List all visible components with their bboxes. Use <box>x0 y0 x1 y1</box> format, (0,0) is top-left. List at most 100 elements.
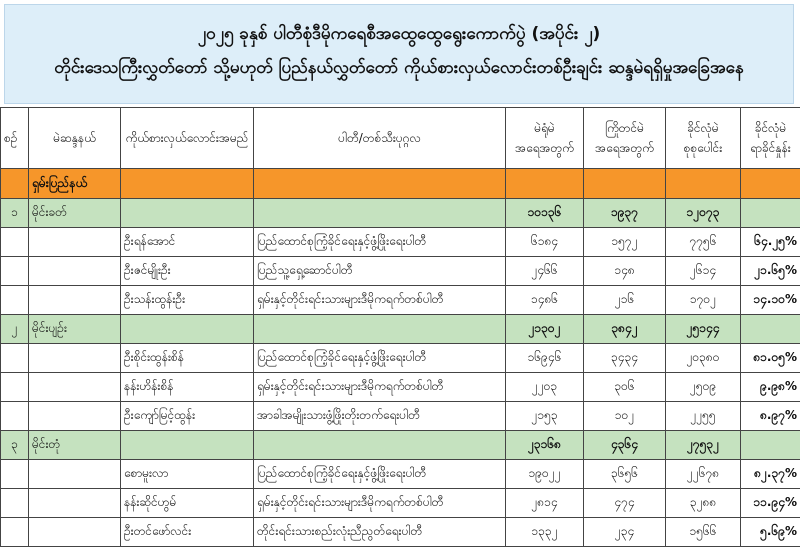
header-no: စဉ် <box>0 107 29 169</box>
empty-cell <box>253 198 506 228</box>
constituency-row: ၃မိုင်းတုံ ၂၃၁၆၈ ၄၃၆၄ ၂၇၅၃၂ <box>0 430 800 460</box>
candidate-row: နန်းဟိန်းစိန် ရှမ်းနှင့်တိုင်းရင်းသားများ… <box>0 372 800 402</box>
constituency-name: မိုင်းခတ် <box>28 198 121 228</box>
candidate-booth-votes: ၁၉၀၂၂ <box>505 459 584 489</box>
title-line-1: ၂၀၂၅ ခုနှစ် ပါတီစုံဒီမိုကရေစီအထွေထွေရွေး… <box>197 24 601 44</box>
empty-cell <box>0 459 29 489</box>
candidate-valid-total: ၂၂၆၇၈ <box>665 459 741 489</box>
candidate-valid-total: ၂၅၀၉ <box>665 372 741 402</box>
candidate-advance-votes: ၁၅၇၂ <box>583 227 666 257</box>
header-valid-percent: ခိုင်လုံမဲ ရာခိုင်နှုန်း <box>740 107 800 169</box>
candidate-name: စောမူးလာ <box>120 459 254 489</box>
candidate-valid-total: ၇၇၅၆ <box>665 227 741 257</box>
candidate-valid-total: ၃၂၈၈ <box>665 488 741 518</box>
header-valid-total: ခိုင်လုံမဲ စုစုပေါင်း <box>665 107 741 169</box>
empty-cell <box>0 343 29 373</box>
candidate-valid-percent: ၂၁.၆၅% <box>740 256 800 286</box>
constituency-row: ၂မိုင်းပျဉ်း ၂၁၃၀၂ ၃၈၄၂ ၂၅၁၄၄ <box>0 314 800 344</box>
empty-cell <box>28 343 121 373</box>
empty-cell <box>0 285 29 315</box>
candidate-party: ပြည်သူ့ရှေ့ဆောင်ပါတီ <box>253 256 506 286</box>
candidate-advance-votes: ၄၇၄ <box>583 488 666 518</box>
constituency-advance-votes: ၃၈၄၂ <box>583 314 666 344</box>
candidate-name: ဦးသန်းထွန်းဦး <box>120 285 254 315</box>
empty-cell <box>28 517 121 547</box>
empty-cell <box>0 488 29 518</box>
candidate-row: ဦးကျော်မြင့်ထွန်း အာခါအမျိုးသားဖွံ့ဖြိုးတ… <box>0 401 800 431</box>
candidate-row: ဦးဇင်မျိုးဦး ပြည်သူ့ရှေ့ဆောင်ပါတီ ၂၄၆၆ ၁၄၈၂… <box>0 256 800 286</box>
candidate-party: ရှမ်းနှင့်တိုင်းရင်းသားများဒီမိုကရက်တစ်ပ… <box>253 488 506 518</box>
candidate-valid-total: ၁၅၆၆ <box>665 517 741 547</box>
empty-cell <box>28 285 121 315</box>
candidate-party: အာခါအမျိုးသားဖွံ့ဖြိုးတိုးတက်ရေးပါတီ <box>253 401 506 431</box>
empty-cell <box>740 314 800 344</box>
candidate-advance-votes: ၁၀၂ <box>583 401 666 431</box>
constituency-row: ၁မိုင်းခတ် ၁၀၁၃၆ ၁၉၃၇ ၁၂၀၇၃ <box>0 198 800 228</box>
header-party: ပါတီ/တစ်သီးပုဂ္ဂလ <box>253 107 506 169</box>
empty-cell <box>28 459 121 489</box>
candidate-booth-votes: ၁၆၉၄၆ <box>505 343 584 373</box>
candidate-name: ဦးတင်ဖော်လင်း <box>120 517 254 547</box>
candidate-booth-votes: ၁၃၃၂ <box>505 517 584 547</box>
header-row: စဉ် မဲဆန္ဒနယ် ကိုယ်စားလှယ်လောင်းအမည် ပါတ… <box>0 107 800 169</box>
empty-cell <box>253 430 506 460</box>
candidate-name: ဦးရန်အောင် <box>120 227 254 257</box>
candidate-name: နန်းဆိုင်ဟွမ် <box>120 488 254 518</box>
header-candidate: ကိုယ်စားလှယ်လောင်းအမည် <box>120 107 254 169</box>
candidate-booth-votes: ၂၁၅၃ <box>505 401 584 431</box>
candidate-row: နန်းဆိုင်ဟွမ် ရှမ်းနှင့်တိုင်းရင်းသားများ… <box>0 488 800 518</box>
empty-cell <box>0 517 29 547</box>
candidate-row: စောမူးလာ ပြည်ထောင်စုကြံ့ခိုင်ရေးနှင့်ဖွံ့… <box>0 459 800 489</box>
candidate-valid-total: ၁၇၀၂ <box>665 285 741 315</box>
candidate-advance-votes: ၂၁၆ <box>583 285 666 315</box>
constituency-booth-votes: ၂၁၃၀၂ <box>505 314 584 344</box>
empty-cell <box>253 314 506 344</box>
constituency-booth-votes: ၁၀၁၃၆ <box>505 198 584 228</box>
candidate-advance-votes: ၃၄၃၄ <box>583 343 666 373</box>
candidate-booth-votes: ၂၄၆၆ <box>505 256 584 286</box>
candidate-row: ဦးစိုင်းထွန်းစိန် ပြည်ထောင်စုကြံ့ခိုင်ရေး… <box>0 343 800 373</box>
constituency-name: မိုင်းတုံ <box>28 430 121 460</box>
candidate-booth-votes: ၂၈၁၄ <box>505 488 584 518</box>
results-table: စဉ် မဲဆန္ဒနယ် ကိုယ်စားလှယ်လောင်းအမည် ပါတ… <box>0 107 800 547</box>
candidate-party: ပြည်ထောင်စုကြံ့ခိုင်ရေးနှင့်ဖွံ့ဖြိုးရေး… <box>253 459 506 489</box>
empty-cell <box>28 488 121 518</box>
candidate-valid-percent: ၉.၉၈% <box>740 372 800 402</box>
candidate-party: တိုင်းရင်းသားစည်းလုံးညီညွတ်ရေးပါတီ <box>253 517 506 547</box>
header-booth-votes: မဲရုံမဲ အရေအတွက် <box>505 107 584 169</box>
candidate-valid-total: ၂၀၃၈၀ <box>665 343 741 373</box>
empty-cell <box>740 198 800 228</box>
candidate-advance-votes: ၁၄၈ <box>583 256 666 286</box>
constituency-name: မိုင်းပျဉ်း <box>28 314 121 344</box>
constituency-valid-total: ၂၅၁၄၄ <box>665 314 741 344</box>
candidate-booth-votes: ၆၁၈၄ <box>505 227 584 257</box>
state-name: ရှမ်းပြည်နယ် <box>28 168 121 199</box>
candidate-valid-total: ၂၂၅၅ <box>665 401 741 431</box>
candidate-name: ဦးစိုင်းထွန်းစိန် <box>120 343 254 373</box>
candidate-party: ရှမ်းနှင့်တိုင်းရင်းသားများဒီမိုကရက်တစ်ပ… <box>253 372 506 402</box>
candidate-party: ပြည်ထောင်စုကြံ့ခိုင်ရေးနှင့်ဖွံ့ဖြိုးရေး… <box>253 343 506 373</box>
empty-cell <box>28 372 121 402</box>
empty-cell <box>740 430 800 460</box>
constituency-advance-votes: ၁၉၃၇ <box>583 198 666 228</box>
candidate-valid-percent: ၈၂.၃၇% <box>740 459 800 489</box>
candidate-advance-votes: ၃၆၅၆ <box>583 459 666 489</box>
candidate-party: ရှမ်းနှင့်တိုင်းရင်းသားများဒီမိုကရက်တစ်ပ… <box>253 285 506 315</box>
constituency-valid-total: ၂၇၅၃၂ <box>665 430 741 460</box>
empty-cell <box>28 401 121 431</box>
candidate-party: ပြည်ထောင်စုကြံ့ခိုင်ရေးနှင့်ဖွံ့ဖြိုးရေး… <box>253 227 506 257</box>
candidate-booth-votes: ၂၂၀၃ <box>505 372 584 402</box>
title-banner: ၂၀၂၅ ခုနှစ် ပါတီစုံဒီမိုကရေစီအထွေထွေရွေး… <box>4 4 794 104</box>
constituency-no: ၂ <box>0 314 29 344</box>
header-constituency: မဲဆန္ဒနယ် <box>28 107 121 169</box>
empty-cell <box>28 227 121 257</box>
candidate-name: နန်းဟိန်းစိန် <box>120 372 254 402</box>
candidate-valid-percent: ၅.၆၉% <box>740 517 800 547</box>
candidate-valid-percent: ၈.၉၇% <box>740 401 800 431</box>
constituency-no: ၁ <box>0 198 29 228</box>
candidate-valid-percent: ၁၄.၁၀% <box>740 285 800 315</box>
header-advance-votes: ကြိုတင်မဲ အရေအတွက် <box>583 107 666 169</box>
empty-cell <box>120 430 254 460</box>
empty-cell <box>0 401 29 431</box>
candidate-row: ဦးသန်းထွန်းဦး ရှမ်းနှင့်တိုင်းရင်းသားများ… <box>0 285 800 315</box>
